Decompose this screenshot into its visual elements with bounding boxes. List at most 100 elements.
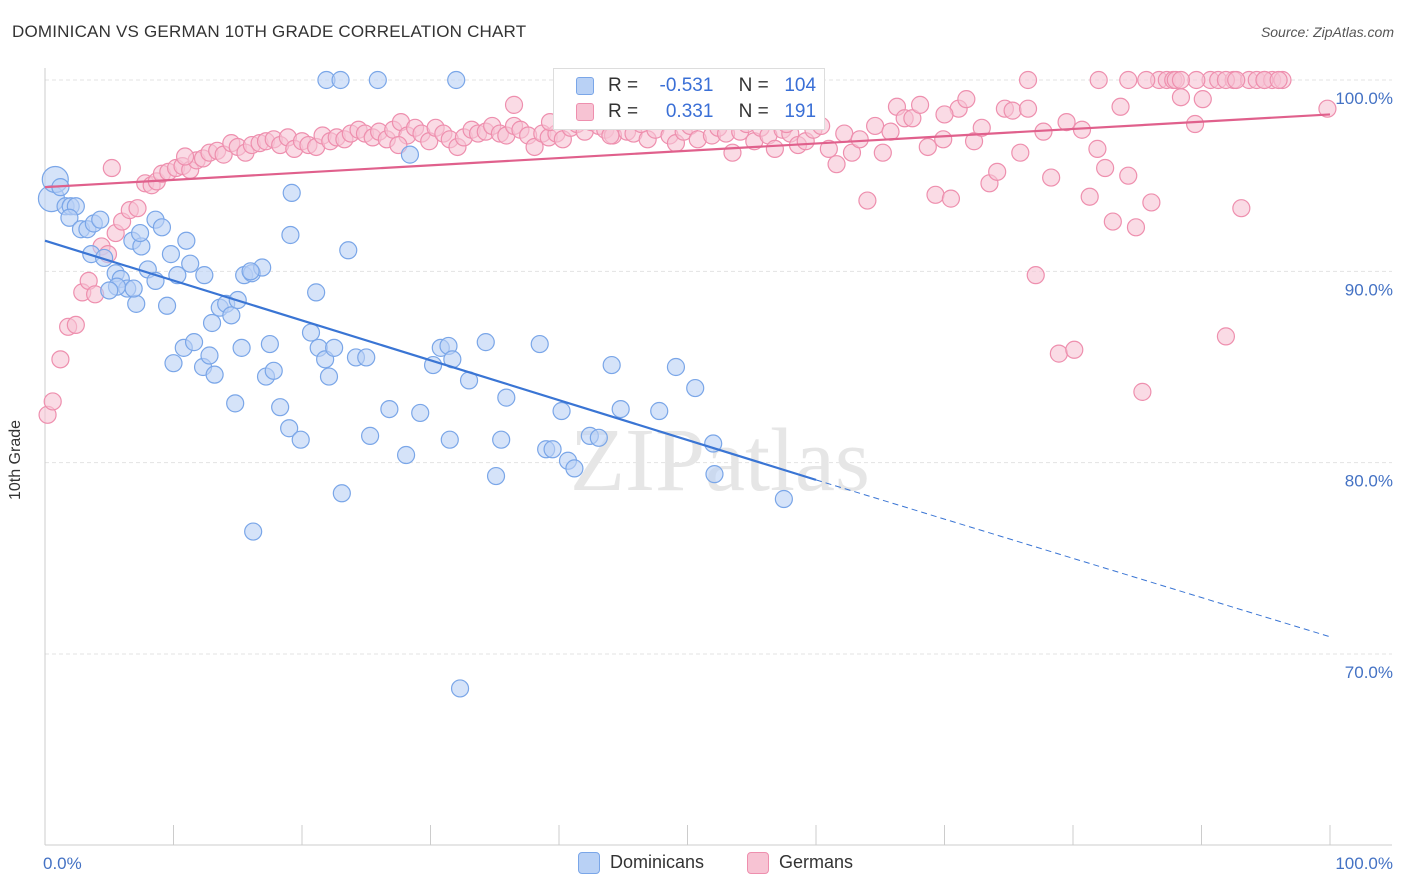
dominican-point — [157, 296, 177, 315]
german-point — [941, 189, 961, 208]
german-point — [1137, 70, 1156, 90]
german-point — [934, 130, 953, 149]
dominican-point — [666, 357, 686, 377]
german-point — [881, 122, 900, 141]
dominican-point — [357, 348, 376, 367]
dominican-point — [195, 266, 214, 285]
dominican-point — [271, 398, 290, 417]
german-point — [1142, 193, 1161, 212]
legend-n-value: 104 — [784, 75, 817, 96]
stats-legend: R = -0.531 N = 104 R = 0.331 N = 191 — [553, 68, 825, 130]
german-point — [1126, 218, 1146, 237]
dominican-point — [400, 145, 420, 164]
german-point — [1318, 99, 1337, 118]
dominican-point — [161, 245, 181, 264]
dominican-point — [260, 334, 279, 354]
german-point — [858, 191, 877, 210]
german-point — [903, 109, 922, 128]
german-point — [1133, 382, 1152, 401]
german-point — [819, 139, 838, 158]
dominican-point — [705, 465, 724, 484]
dominican-point — [331, 70, 350, 90]
dominican-point — [60, 208, 79, 227]
german-point — [1232, 199, 1251, 218]
dominican-point — [543, 440, 562, 459]
dominican-point — [486, 466, 506, 486]
dominican-point — [241, 262, 260, 281]
y-tick-label: 80.0% — [1345, 472, 1393, 491]
dominican-point — [177, 231, 196, 250]
legend-r-label: R = — [608, 75, 639, 96]
dominican-point — [291, 430, 310, 449]
legend-label-dominicans: Dominicans — [610, 852, 705, 872]
dominican-point — [686, 378, 705, 398]
dominican-point — [264, 361, 283, 380]
dominican-point — [280, 419, 299, 438]
german-point — [66, 315, 85, 335]
dominican-point — [200, 346, 219, 365]
dominican-point — [611, 399, 630, 419]
dominican-point — [319, 367, 339, 386]
german-point — [918, 137, 937, 157]
series-legend: Dominicans Germans — [0, 852, 1406, 878]
dominican-point — [282, 183, 301, 202]
y-tick-label: 100.0% — [1335, 89, 1393, 108]
german-point — [1088, 139, 1107, 158]
dominican-point — [565, 459, 584, 478]
legend-n-label: N = — [738, 101, 769, 122]
x-tick-label: 100.0% — [1335, 854, 1393, 873]
german-point — [51, 350, 70, 369]
german-point — [1187, 70, 1206, 90]
dominican-point — [650, 401, 669, 421]
legend-item-germans: Germans — [747, 852, 853, 875]
dominican-point — [152, 218, 172, 237]
german-point — [1065, 340, 1084, 359]
dominican-point — [447, 70, 466, 90]
legend-swatch-germans — [576, 102, 594, 121]
german-point — [1011, 143, 1030, 162]
german-point — [1103, 212, 1122, 231]
watermark: ZIPatlas — [570, 411, 870, 510]
german-point — [128, 199, 147, 218]
german-point — [723, 143, 742, 162]
dominican-point — [325, 338, 344, 357]
dominican-point — [411, 403, 430, 423]
german-point — [842, 143, 862, 162]
dominican-point — [124, 279, 143, 298]
german-point — [1026, 266, 1045, 285]
german-point — [1096, 158, 1115, 178]
dominican-point — [307, 283, 326, 302]
dominican-point — [552, 401, 571, 421]
dominican-point — [100, 281, 119, 300]
dominican-point — [244, 522, 263, 541]
chart-title: DOMINICAN VS GERMAN 10TH GRADE CORRELATI… — [12, 22, 527, 41]
dominican-point — [127, 294, 146, 313]
legend-swatch-germans — [747, 852, 769, 875]
dominican-point — [396, 445, 416, 465]
dominican-trend-line — [44, 239, 817, 481]
german-point — [1111, 97, 1130, 116]
german-point — [866, 116, 885, 136]
dominican-point — [774, 489, 793, 509]
german-point — [1171, 70, 1191, 90]
legend-swatch-dominicans — [576, 76, 594, 95]
german-trend-line — [44, 113, 1331, 189]
legend-r-label: R = — [608, 101, 639, 122]
german-point — [1193, 90, 1212, 109]
german-point — [1227, 70, 1246, 90]
dominican-point — [130, 223, 150, 243]
german-point — [935, 105, 954, 124]
german-point — [1119, 70, 1138, 90]
german-point — [43, 392, 62, 411]
german-point — [765, 139, 784, 158]
dominican-point — [497, 388, 516, 407]
dominican-point — [440, 430, 459, 449]
german-point — [1089, 70, 1108, 90]
tick-labels: 70.0% 80.0% 90.0% 100.0% 0.0% 100.0% — [43, 89, 1393, 873]
dominican-point — [281, 225, 300, 245]
dominican-point — [301, 323, 321, 342]
german-point — [926, 185, 945, 204]
legend-r-value: 0.331 — [665, 101, 714, 122]
legend-r-value: -0.531 — [659, 75, 714, 96]
